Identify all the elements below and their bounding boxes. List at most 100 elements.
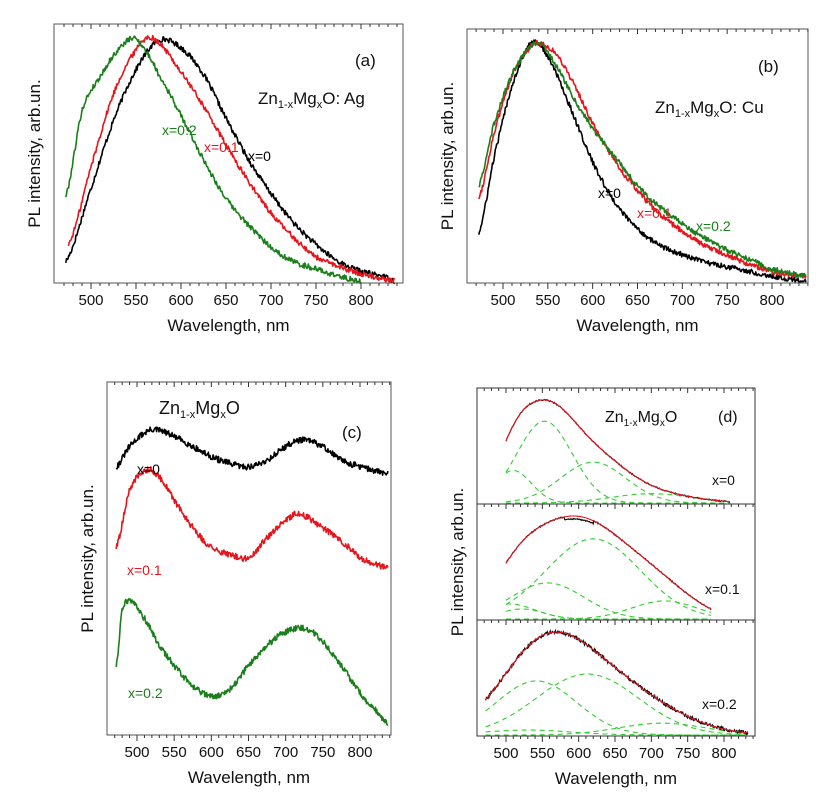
panel-a-y-axis-label: PL intensity, arb.un. — [25, 79, 44, 227]
title-mg: Mg — [690, 98, 714, 117]
panel-c: 500 550 600 650 700 750 800 Wavelength, nm PL … — [78, 381, 392, 787]
measured-spectrum — [485, 628, 749, 736]
title-mg: Mg — [638, 409, 660, 426]
series-x0 — [478, 39, 807, 284]
panel-a-label: (a) — [355, 51, 376, 70]
x-tick-label: 600 — [566, 745, 591, 762]
fit-component — [505, 582, 711, 620]
title-o-dopant: O: Cu — [719, 98, 763, 117]
title-sub-x: x — [220, 409, 226, 421]
x-tick-label: 700 — [670, 292, 695, 309]
series-x01 — [67, 34, 396, 284]
panel-a-annotation-x02: x=0.2 — [162, 122, 197, 138]
panel-d-y-axis-label: PL intensity, arb.un. — [448, 488, 467, 636]
panel-b: 500 550 600 650 700 750 800 Wavelength, nm PL … — [438, 28, 809, 335]
fit-component — [505, 608, 711, 620]
fit-component — [505, 538, 712, 616]
x-tick-label: 650 — [236, 744, 261, 761]
x-tick-label: 550 — [123, 292, 148, 309]
x-tick-label: 650 — [625, 292, 650, 309]
x-tick-label: 700 — [639, 745, 664, 762]
panel-b-ticks — [475, 29, 809, 289]
panel-d-sublabel-x01: x=0.1 — [705, 581, 740, 597]
series-x01 — [478, 39, 807, 279]
panel-a-curves — [65, 34, 396, 285]
panel-c-title: Zn1-xMgxO — [159, 398, 240, 421]
title-mg: Mg — [293, 89, 317, 108]
panel-c-label: (c) — [342, 423, 362, 442]
x-tick-label: 750 — [303, 292, 328, 309]
panel-c-ticks — [114, 382, 391, 741]
panel-a-title: Zn1-xMgxO: Ag — [258, 89, 365, 111]
x-tick-label: 550 — [162, 744, 187, 761]
title-o: O — [226, 398, 240, 418]
x-tick-label: 750 — [310, 744, 335, 761]
x-tick-label: 750 — [715, 292, 740, 309]
panel-c-annotation-x02: x=0.2 — [128, 685, 163, 701]
panel-b-x-axis-label: Wavelength, nm — [576, 316, 698, 335]
fit-component — [505, 461, 730, 504]
panel-a-frame — [53, 23, 404, 284]
panel-d-sublabel-x02: x=0.2 — [702, 696, 737, 712]
panel-c-annotation-x01: x=0.1 — [127, 562, 162, 578]
x-tick-label: 600 — [580, 292, 605, 309]
title-sub-x: x — [714, 108, 720, 120]
title-sub-x: x — [317, 99, 323, 111]
panel-a-ticks — [63, 24, 398, 289]
title-o-dopant: O: Ag — [322, 89, 365, 108]
fit-envelope — [485, 631, 748, 734]
panel-d-ticks — [483, 388, 754, 742]
title-sub-1-x: 1-x — [675, 108, 691, 120]
fit-component — [485, 673, 748, 736]
fit-component — [506, 493, 730, 504]
x-tick-label: 800 — [711, 745, 736, 762]
series-x02 — [478, 41, 807, 278]
x-tick-label: 650 — [602, 745, 627, 762]
panel-b-curves — [478, 39, 807, 284]
panel-d: 500 550 600 650 700 750 800 Wavelength, nm PL … — [448, 387, 756, 788]
title-mg: Mg — [195, 398, 220, 418]
x-tick-label: 550 — [530, 745, 555, 762]
x-tick-label: 650 — [213, 292, 238, 309]
title-zn: Zn — [258, 89, 278, 108]
fit-envelope — [505, 515, 712, 610]
fit-component — [485, 729, 748, 736]
panel-d-label: (d) — [718, 409, 738, 426]
series-x02 — [115, 598, 389, 726]
x-tick-label: 800 — [759, 292, 784, 309]
panel-b-annotation-x0: x=0 — [598, 185, 621, 201]
title-o: O — [665, 409, 677, 426]
panel-b-annotation-x01: x=0.1 — [637, 205, 672, 221]
x-tick-label: 500 — [78, 292, 103, 309]
series-x02 — [65, 35, 362, 284]
x-tick-label: 500 — [493, 745, 518, 762]
panel-d-x-axis-label: Wavelength, nm — [555, 769, 677, 788]
panel-b-title: Zn1-xMgxO: Cu — [655, 98, 764, 120]
panel-d-sublabel-x0: x=0 — [712, 472, 735, 488]
x-tick-label: 800 — [348, 292, 373, 309]
panel-a-tick-labels: 500 550 600 650 700 750 800 — [78, 292, 373, 309]
fit-component — [485, 722, 748, 736]
fit-component — [505, 420, 730, 504]
x-tick-label: 500 — [490, 292, 515, 309]
title-sub-x: x — [660, 418, 665, 429]
x-tick-label: 700 — [258, 292, 283, 309]
series-x0 — [115, 426, 389, 476]
x-tick-label: 800 — [347, 744, 372, 761]
panel-d-tick-labels: 500 550 600 650 700 750 800 — [493, 745, 736, 762]
panel-b-label: (b) — [758, 57, 779, 76]
x-tick-label: 750 — [675, 745, 700, 762]
title-zn: Zn — [605, 409, 624, 426]
series-x01 — [115, 466, 389, 570]
x-tick-label: 700 — [273, 744, 298, 761]
panel-c-annotation-x0: x=0 — [137, 461, 160, 477]
x-tick-label: 550 — [535, 292, 560, 309]
x-tick-label: 500 — [124, 744, 149, 761]
panel-b-annotation-x02: x=0.2 — [696, 218, 731, 234]
title-sub-1-x: 1-x — [278, 99, 294, 111]
panel-c-curves — [115, 426, 389, 726]
panel-b-tick-labels: 500 550 600 650 700 750 800 — [490, 292, 784, 309]
x-tick-label: 600 — [168, 292, 193, 309]
panel-b-y-axis-label: PL intensity, arb.un. — [438, 82, 457, 230]
panel-a: 500 550 600 650 700 750 800 Wavelength, nm PL … — [25, 23, 404, 335]
